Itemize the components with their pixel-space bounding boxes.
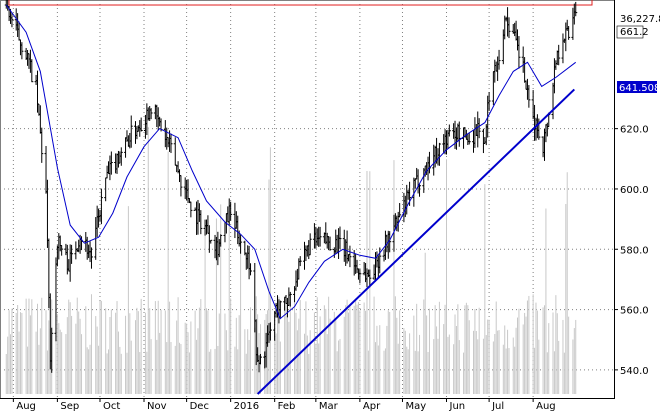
- y-tick-label: 540.0: [620, 366, 649, 377]
- support-trendline: [256, 88, 576, 395]
- x-tick-label: Jun: [449, 401, 466, 412]
- moving-average-line: [5, 4, 577, 320]
- x-tick-label: May: [405, 401, 426, 412]
- ma-value-label: 641.508: [619, 83, 660, 94]
- axes: [0, 0, 615, 399]
- x-tick-label: Sep: [60, 401, 79, 412]
- price-bars: [4, 0, 578, 373]
- y-tick-labels: 540.0 560.0 580.0 600.0 620.0: [620, 125, 649, 377]
- last-close-label-bg: [616, 25, 644, 39]
- x-tick-label: Aug: [536, 401, 556, 412]
- x-tick-label: Mar: [319, 401, 339, 412]
- y-tick-label: 560.0: [620, 306, 649, 317]
- y-tick-label: 580.0: [620, 245, 649, 256]
- x-tick-label: Feb: [278, 401, 296, 412]
- resistance-zone: [8, 0, 593, 6]
- x-tick-labels: Aug Sep Oct Nov Dec 2016 Feb Mar Apr May Jun Jul Aug: [16, 401, 555, 412]
- plot-area-border: [0, 0, 615, 399]
- last-close-label: 661.2: [620, 27, 649, 38]
- volume-value-label: 36,227.88: [620, 14, 660, 25]
- x-tick-label: Apr: [363, 401, 381, 412]
- x-tick-label: Jul: [491, 401, 504, 412]
- x-tick-label: Aug: [16, 401, 36, 412]
- x-tick-label: Dec: [190, 401, 209, 412]
- moving-average-layer: [5, 4, 577, 320]
- trendline-layer: [256, 88, 576, 395]
- ma-value-label-bg: [617, 81, 657, 93]
- x-tick-label: 2016: [234, 401, 259, 412]
- volume-bars: [5, 126, 577, 394]
- y-tick-label: 620.0: [620, 125, 649, 136]
- x-tick-label: Oct: [103, 401, 120, 412]
- x-tick-label: Nov: [147, 401, 167, 412]
- y-tick-label: 600.0: [620, 185, 649, 196]
